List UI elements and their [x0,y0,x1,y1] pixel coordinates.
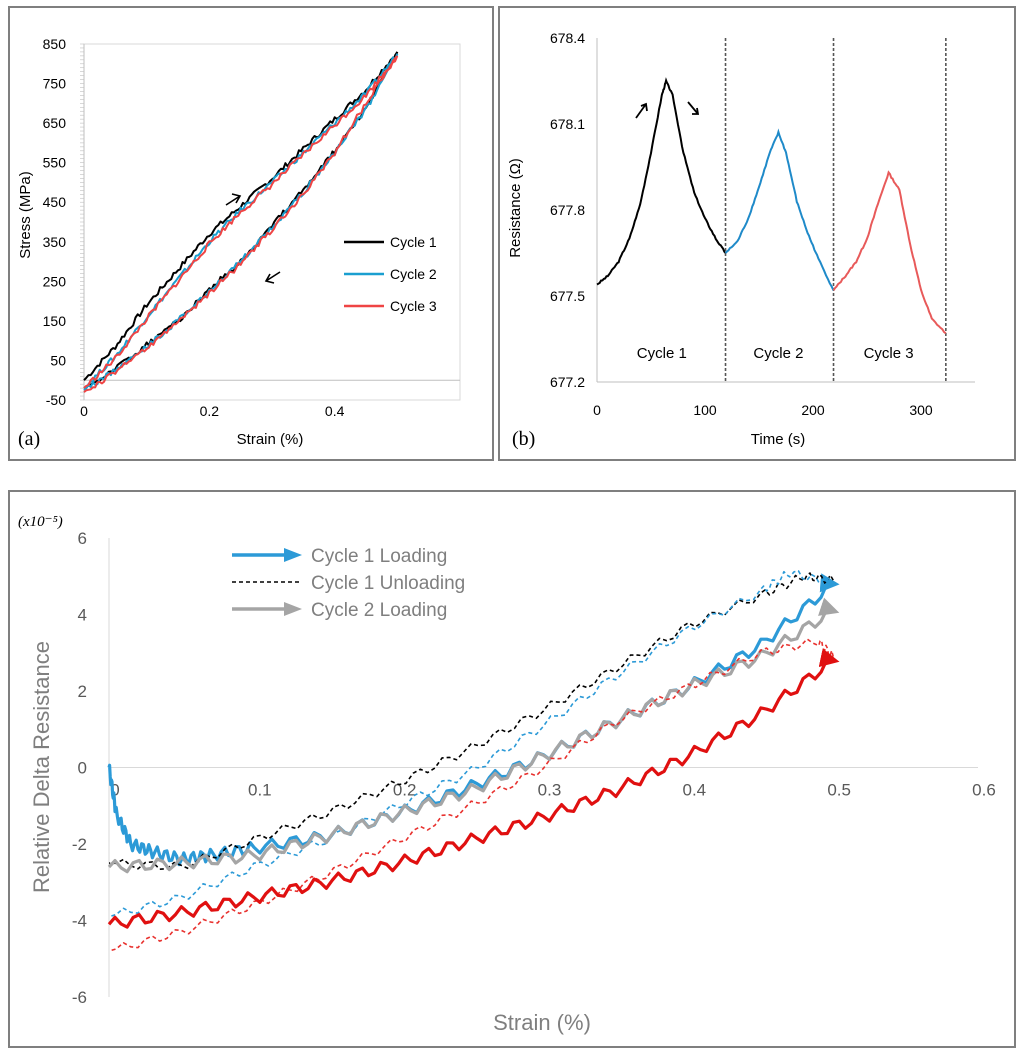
panel-c-xtick-label: 0.1 [248,781,272,800]
panel-c-series-line [108,570,834,918]
panel-a-ytick-label: 450 [43,194,67,210]
panel-b-ylabel: Resistance (Ω) [507,158,524,258]
panel-c-series-line [107,573,840,867]
panel-b-ytick-label: 677.5 [550,288,585,304]
panel-c-ytick-label: 2 [78,682,87,701]
panel-c-series-line [108,638,834,952]
panel-c-legend-label: Cycle 1 Unloading [311,573,465,594]
panel-a-ytick-label: 650 [43,115,67,131]
panel-a-ytick-label: 250 [43,273,67,289]
panel-b-cycle-label: Cycle 1 [637,345,687,362]
panel-a-series-line [83,55,399,389]
panel-c-ytick-label: 6 [78,529,87,548]
panel-b-resistance-time [498,6,1016,461]
panel-b-xtick-label: 100 [693,402,717,418]
panel-c-xtick-label: 0.4 [683,781,707,800]
panel-b-xlabel: Time (s) [751,431,805,448]
panel-c-series-line [108,572,834,870]
panel-a-legend-label: Cycle 2 [390,266,437,282]
panel-b-ytick-label: 677.2 [550,374,585,390]
panel-a-series-line [83,53,399,391]
panel-c-multiplier: (x10⁻⁵) [18,514,63,530]
panel-b-cycle-label: Cycle 2 [753,345,803,362]
panel-a-ytick-label: 350 [43,234,67,250]
panel-b-series-line [596,77,727,286]
panel-b-series-line [724,128,835,291]
panel-c-xtick-label: 0.5 [827,781,851,800]
panel-a-xtick-label: 0.4 [325,403,345,419]
panel-c-legend-arrowhead [284,602,302,616]
panel-a-series-line [83,55,399,393]
panel-b-xtick-label: 0 [593,402,601,418]
panel-c-ytick-label: -6 [72,988,87,1007]
panel-b-ytick-label: 678.1 [550,116,585,132]
panel-a-ytick-label: 150 [43,313,67,329]
panel-c-xlabel: Strain (%) [493,1010,591,1035]
panel-b-falling-arrow [687,101,700,115]
panel-c-legend-label: Cycle 2 Loading [311,600,447,621]
panel-a-ytick-label: 850 [43,36,67,52]
panel-a-legend-label: Cycle 3 [390,298,437,314]
panel-a-ytick-label: 750 [43,76,67,92]
panel-c-legend-label: Cycle 1 Loading [311,546,447,567]
panel-a-xtick-label: 0 [80,403,88,419]
panel-c-ytick-label: -2 [72,835,87,854]
panel-a-xtick-label: 0.2 [200,403,220,419]
panel-c-legend-arrowhead [284,548,302,562]
panel-b-ytick-label: 677.8 [550,202,585,218]
panel-a-legend-label: Cycle 1 [390,234,437,250]
panel-a-ylabel: Stress (MPa) [17,171,34,259]
panel-c-xtick-label: 0 [110,781,119,800]
panel-c-ytick-label: 0 [78,759,87,778]
panel-b-rising-arrow [635,102,648,119]
panel-a-plot-area [83,43,461,401]
panel-a-ytick-label: 550 [43,155,67,171]
panel-a-unloading-arrow [264,271,281,284]
panel-c-ytick-label: -4 [72,912,87,931]
panel-c-ylabel: Relative Delta Resistance [29,641,54,893]
panel-b-series-line [832,170,947,335]
panel-a-loading-arrow [225,193,242,206]
panel-a-ytick-label: -50 [46,392,66,408]
panel-a-label: (a) [18,428,40,450]
panel-b-label: (b) [512,428,535,450]
panel-a-series-line [83,53,399,390]
panel-a-series-line [83,51,399,381]
panel-c-xtick-label: 0.6 [972,781,996,800]
panel-c-series-line [107,648,840,929]
panel-c-xtick-label: 0.3 [538,781,562,800]
panel-b-cycle-label: Cycle 3 [864,345,914,362]
panel-a-ytick-label: 50 [50,352,66,368]
panel-b-xtick-label: 200 [801,402,825,418]
panel-c-ytick-label: 4 [78,606,87,625]
panel-a-xlabel: Strain (%) [237,431,304,448]
panel-b-xtick-label: 300 [909,402,933,418]
panel-b-ytick-label: 678.4 [550,30,585,46]
panel-c-series-line [107,597,840,874]
